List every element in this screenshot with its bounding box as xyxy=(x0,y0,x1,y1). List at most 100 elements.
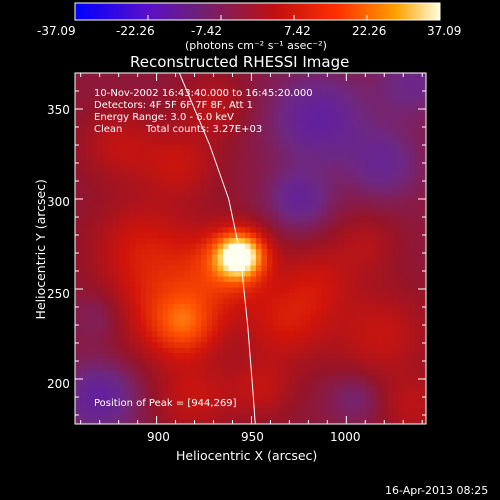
heatmap-cell xyxy=(393,297,400,304)
heatmap-cell xyxy=(288,286,295,293)
heatmap-cell xyxy=(118,297,125,304)
heatmap-cell xyxy=(299,122,306,129)
heatmap-cell xyxy=(217,286,224,293)
heatmap-cell xyxy=(162,297,169,304)
heatmap-cell xyxy=(321,380,328,387)
heatmap-cell xyxy=(135,83,142,91)
heatmap-cell xyxy=(360,243,367,250)
heatmap-cell xyxy=(140,248,147,255)
heatmap-cell xyxy=(305,330,312,337)
heatmap-cell xyxy=(272,292,279,299)
heatmap-cell xyxy=(321,138,328,145)
heatmap-cell xyxy=(288,402,295,409)
heatmap-cell xyxy=(206,275,213,283)
heatmap-cell xyxy=(299,199,306,206)
heatmap-cell xyxy=(283,391,290,398)
heatmap-cell xyxy=(151,391,158,398)
heatmap-cell xyxy=(305,144,312,151)
heatmap-cell xyxy=(190,380,197,387)
heatmap-cell xyxy=(332,199,339,206)
heatmap-cell xyxy=(365,264,372,272)
heatmap-cell xyxy=(360,369,367,376)
heatmap-cell xyxy=(75,237,82,244)
heatmap-cell xyxy=(255,204,263,211)
heatmap-cell xyxy=(228,133,235,140)
heatmap-cell xyxy=(140,259,147,266)
heatmap-cell xyxy=(404,418,411,424)
heatmap-cell xyxy=(299,226,306,233)
heatmap-cell xyxy=(250,138,257,145)
heatmap-cell xyxy=(310,286,317,293)
heatmap-cell xyxy=(371,248,378,255)
heatmap-cell xyxy=(415,413,422,420)
heatmap-cell xyxy=(135,253,142,261)
heatmap-cell xyxy=(338,286,345,293)
heatmap-cell xyxy=(206,232,213,239)
heatmap-cell xyxy=(184,188,191,195)
heatmap-cell xyxy=(239,122,246,129)
heatmap-cell xyxy=(420,237,426,244)
heatmap-cell xyxy=(179,215,186,222)
heatmap-cell xyxy=(376,352,383,359)
heatmap-cell xyxy=(195,347,202,354)
heatmap-cell xyxy=(162,308,169,315)
heatmap-cell xyxy=(179,396,186,403)
heatmap-cell xyxy=(288,281,295,288)
heatmap-cell xyxy=(360,413,367,420)
heatmap-cell xyxy=(354,308,361,315)
heatmap-cell xyxy=(250,347,257,354)
heatmap-cell xyxy=(124,358,131,365)
heatmap-cell xyxy=(162,347,169,354)
heatmap-cell xyxy=(404,171,411,178)
heatmap-cell xyxy=(338,259,345,266)
heatmap-cell xyxy=(327,391,334,398)
heatmap-cell xyxy=(190,182,197,189)
heatmap-cell xyxy=(305,391,312,398)
heatmap-cell xyxy=(415,182,422,189)
heatmap-cell xyxy=(343,363,350,370)
heatmap-cell xyxy=(255,105,263,112)
heatmap-cell xyxy=(332,226,339,233)
heatmap-cell xyxy=(157,391,164,398)
heatmap-cell xyxy=(305,281,312,288)
heatmap-cell xyxy=(162,199,169,206)
heatmap-cell xyxy=(332,182,339,189)
heatmap-cell xyxy=(135,177,142,184)
heatmap-cell xyxy=(250,303,257,310)
heatmap-cell xyxy=(80,111,87,118)
heatmap-cell xyxy=(371,330,378,337)
heatmap-cell xyxy=(239,407,246,414)
heatmap-cell xyxy=(234,358,241,365)
heatmap-cell xyxy=(239,264,246,272)
heatmap-cell xyxy=(173,100,180,107)
heatmap-cell xyxy=(283,297,290,304)
heatmap-cell xyxy=(140,204,147,211)
heatmap-cell xyxy=(310,133,317,140)
heatmap-cell xyxy=(129,407,136,414)
heatmap-cell xyxy=(135,133,142,140)
heatmap-cell xyxy=(206,391,213,398)
heatmap-cell xyxy=(305,105,312,112)
heatmap-cell xyxy=(234,286,241,293)
heatmap-cell xyxy=(179,100,186,107)
heatmap-cell xyxy=(206,144,213,151)
heatmap-cell xyxy=(195,264,202,272)
heatmap-cell xyxy=(420,380,426,387)
heatmap-cell xyxy=(277,78,285,85)
heatmap-cell xyxy=(404,188,411,195)
heatmap-cell xyxy=(173,363,180,370)
heatmap-cell xyxy=(354,275,361,283)
heatmap-cell xyxy=(239,380,246,387)
heatmap-cell xyxy=(107,89,114,96)
heatmap-cell xyxy=(404,407,411,414)
heatmap-cell xyxy=(212,193,219,200)
heatmap-cell xyxy=(371,149,378,156)
heatmap-cell xyxy=(190,407,197,414)
heatmap-cell xyxy=(107,149,114,156)
heatmap-cell xyxy=(404,385,411,392)
heatmap-cell xyxy=(239,133,246,140)
heatmap-cell xyxy=(91,171,98,178)
heatmap-cell xyxy=(135,94,142,102)
heatmap-cell xyxy=(420,297,426,304)
heatmap-cell xyxy=(371,369,378,376)
